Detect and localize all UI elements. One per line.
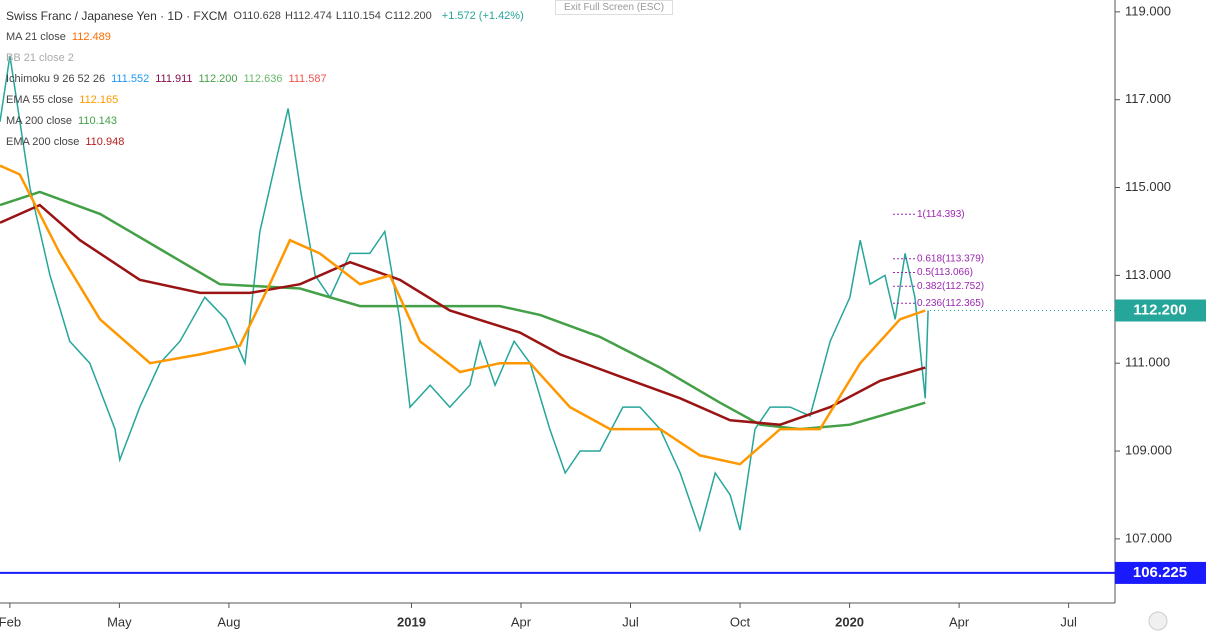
exit-fullscreen-button[interactable]: Exit Full Screen (ESC) <box>555 0 674 15</box>
header: Swiss Franc / Japanese Yen · 1D · FXCM O… <box>6 6 524 27</box>
x-tick-label: Apr <box>949 614 970 629</box>
x-tick-label: Jul <box>622 614 639 629</box>
auto-scale-button[interactable] <box>1148 611 1168 631</box>
indicator-line <box>0 164 926 466</box>
last-price-label: 112.200 <box>1133 301 1186 318</box>
fib-label: 0.5(113.066) <box>917 267 973 278</box>
indicator-value: 112.165 <box>79 94 119 106</box>
indicator-value: 111.911 <box>155 73 193 85</box>
change: +1.572 (+1.42%) <box>441 10 524 22</box>
indicator-value: 111.552 <box>111 73 150 85</box>
ohlc: O110.628 H112.474 L110.154 C112.200 <box>233 6 435 27</box>
indicator-value: 111.587 <box>288 73 327 85</box>
x-tick-label: May <box>107 614 132 629</box>
indicator-value: 112.489 <box>71 31 111 43</box>
indicator-name: MA 21 close <box>6 31 66 43</box>
ohlc-value: O110.628 <box>233 10 281 22</box>
indicator-name: BB 21 close 2 <box>6 52 74 64</box>
legend: Swiss Franc / Japanese Yen · 1D · FXCM O… <box>6 6 524 153</box>
fib-label: 0.382(112.752) <box>917 281 984 292</box>
indicator: BB 21 close 2 <box>6 48 524 69</box>
fib-label: 0.236(112.365) <box>917 298 984 309</box>
y-tick-label: 119.000 <box>1125 3 1171 18</box>
indicator-line <box>0 203 926 426</box>
x-tick-label: Jul <box>1060 614 1077 629</box>
x-tick-label: 2019 <box>397 614 426 629</box>
indicator-value: 110.948 <box>85 136 125 148</box>
x-tick-label: Oct <box>730 614 751 629</box>
fib-label: 1(114.393) <box>917 209 965 220</box>
indicator-value: 112.200 <box>198 73 238 85</box>
indicator-name: Ichimoku 9 26 52 26 <box>6 73 106 85</box>
indicator: MA 21 close 112.489 <box>6 27 524 48</box>
symbol-title: Swiss Franc / Japanese Yen · 1D · FXCM <box>6 9 228 23</box>
x-tick-label: Apr <box>511 614 532 629</box>
indicator: EMA 55 close 112.165 <box>6 90 524 111</box>
last-price-tag <box>1115 299 1206 322</box>
y-tick-label: 109.000 <box>1125 442 1172 457</box>
y-tick-label: 111.000 <box>1125 355 1170 370</box>
indicator: Ichimoku 9 26 52 26 111.552 111.911 112.200… <box>6 69 524 90</box>
price-tag-label: 106.225 <box>1133 564 1187 581</box>
indicator-list: MA 21 close 112.489 BB 21 close 2 Ichimoku … <box>6 27 524 153</box>
price-tag <box>1115 561 1206 584</box>
x-tick-label: Feb <box>0 614 21 629</box>
y-tick-label: 113.000 <box>1125 267 1171 282</box>
ohlc-value: L110.154 <box>335 10 381 22</box>
indicator-value: 110.143 <box>78 115 117 127</box>
fib-label: 0.618(113.379) <box>917 253 984 264</box>
ohlc-value: C112.200 <box>384 10 432 22</box>
indicator: EMA 200 close 110.948 <box>6 132 524 153</box>
indicator-name: EMA 200 close <box>6 136 80 148</box>
indicator: MA 200 close 110.143 <box>6 111 524 132</box>
indicator-name: EMA 55 close <box>6 94 74 106</box>
price-line <box>0 55 929 533</box>
indicator-name: MA 200 close <box>6 115 73 127</box>
y-tick-label: 107.000 <box>1125 530 1172 545</box>
ohlc-value: H112.474 <box>284 10 332 22</box>
indicator-value: 112.636 <box>243 73 283 85</box>
y-tick-label: 115.000 <box>1125 179 1171 194</box>
x-tick-label: Aug <box>217 614 240 629</box>
x-tick-label: 2020 <box>835 614 864 629</box>
y-tick-label: 117.000 <box>1125 91 1171 106</box>
